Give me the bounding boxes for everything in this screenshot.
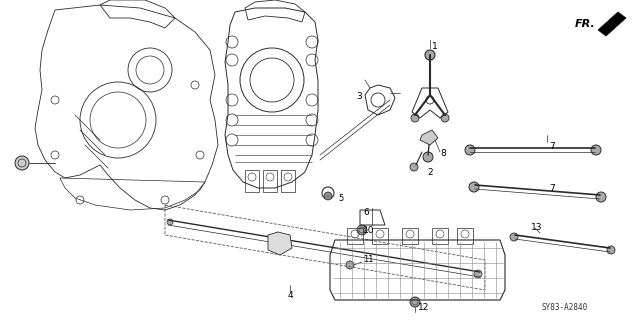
Text: 10: 10 (363, 226, 375, 235)
Circle shape (411, 114, 419, 122)
Circle shape (167, 219, 173, 225)
Circle shape (465, 145, 475, 155)
Circle shape (474, 270, 482, 278)
Circle shape (346, 261, 354, 269)
Circle shape (410, 297, 420, 307)
Text: 2: 2 (427, 167, 433, 177)
Circle shape (441, 114, 449, 122)
Text: 1: 1 (432, 42, 438, 51)
Bar (245, 170, 259, 192)
Text: 8: 8 (440, 148, 446, 157)
Text: 13: 13 (531, 223, 543, 232)
Circle shape (469, 182, 479, 192)
Circle shape (423, 152, 433, 162)
Text: 6: 6 (363, 207, 369, 217)
Bar (402, 228, 418, 244)
Circle shape (15, 156, 29, 170)
Circle shape (410, 163, 418, 171)
Circle shape (591, 145, 601, 155)
Polygon shape (268, 232, 292, 255)
Bar (347, 228, 363, 244)
Circle shape (596, 192, 606, 202)
Polygon shape (420, 130, 438, 145)
Bar (372, 228, 388, 244)
Text: 3: 3 (356, 92, 362, 100)
Text: 7: 7 (549, 183, 555, 193)
Text: SY83-A2840: SY83-A2840 (542, 303, 588, 313)
Circle shape (357, 225, 367, 235)
Circle shape (324, 192, 332, 200)
Text: 12: 12 (418, 303, 429, 313)
Text: FR.: FR. (575, 19, 596, 29)
Circle shape (607, 246, 615, 254)
Bar (432, 228, 448, 244)
Circle shape (510, 233, 518, 241)
Bar (457, 228, 473, 244)
Polygon shape (598, 12, 626, 36)
Text: 4: 4 (287, 291, 293, 300)
Circle shape (425, 50, 435, 60)
Bar (281, 170, 295, 192)
Text: 11: 11 (363, 255, 373, 265)
Text: 5: 5 (338, 194, 343, 203)
Text: 7: 7 (549, 141, 555, 150)
Bar (263, 170, 277, 192)
